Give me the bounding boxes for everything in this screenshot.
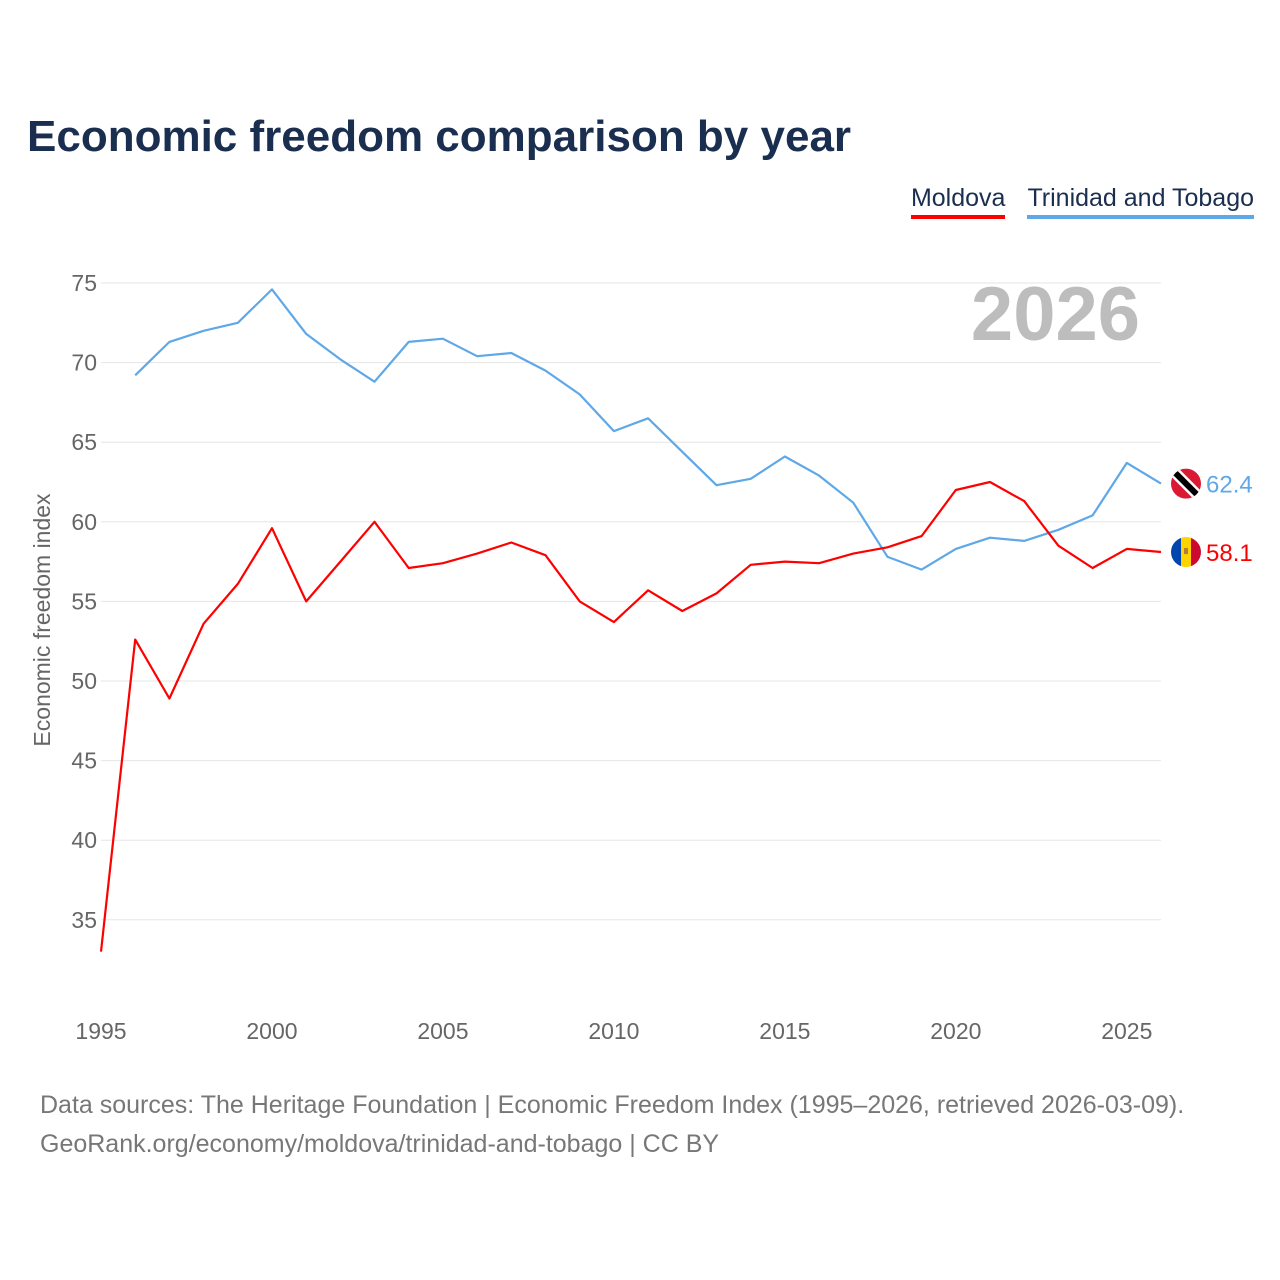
trinidad-and-tobago-flag-icon [1171,468,1201,499]
y-tick-label: 60 [71,509,97,535]
y-tick-label: 50 [71,668,97,694]
legend: Moldova Trinidad and Tobago [910,184,1254,219]
end-value-label: 58.1 [1206,540,1253,567]
y-tick-label: 35 [71,907,97,933]
legend-trinidad-and-tobago[interactable]: Trinidad and Tobago [1027,184,1254,219]
y-tick-label: 45 [71,748,97,774]
x-tick-label: 2000 [246,1018,297,1044]
y-tick-label: 70 [71,350,97,376]
y-tick-label: 55 [71,588,97,614]
source-line-1: Data sources: The Heritage Foundation | … [40,1091,1185,1119]
end-value-label: 62.4 [1206,472,1253,499]
y-tick-label: 75 [71,270,97,296]
chart-title: Economic freedom comparison by year [27,112,852,161]
y-axis-label: Economic freedom index [29,493,55,747]
x-tick-label: 2025 [1101,1018,1152,1044]
year-watermark: 2026 [971,272,1140,357]
x-tick-label: 2005 [417,1018,468,1044]
y-tick-label: 40 [71,827,97,853]
y-tick-label: 65 [71,429,97,455]
series-line-moldova [99,480,1162,952]
moldova-flag-icon [1171,537,1201,568]
series-line-trinidad-and-tobago [134,288,1162,571]
x-tick-label: 2015 [759,1018,810,1044]
data-source: Data sources: The Heritage Foundation | … [40,1086,1184,1164]
legend-moldova[interactable]: Moldova [910,184,1006,219]
x-tick-label: 2020 [930,1018,981,1044]
source-line-2[interactable]: GeoRank.org/economy/moldova/trinidad-and… [40,1130,720,1158]
x-tick-label: 1995 [75,1018,126,1044]
x-tick-label: 2010 [588,1018,639,1044]
